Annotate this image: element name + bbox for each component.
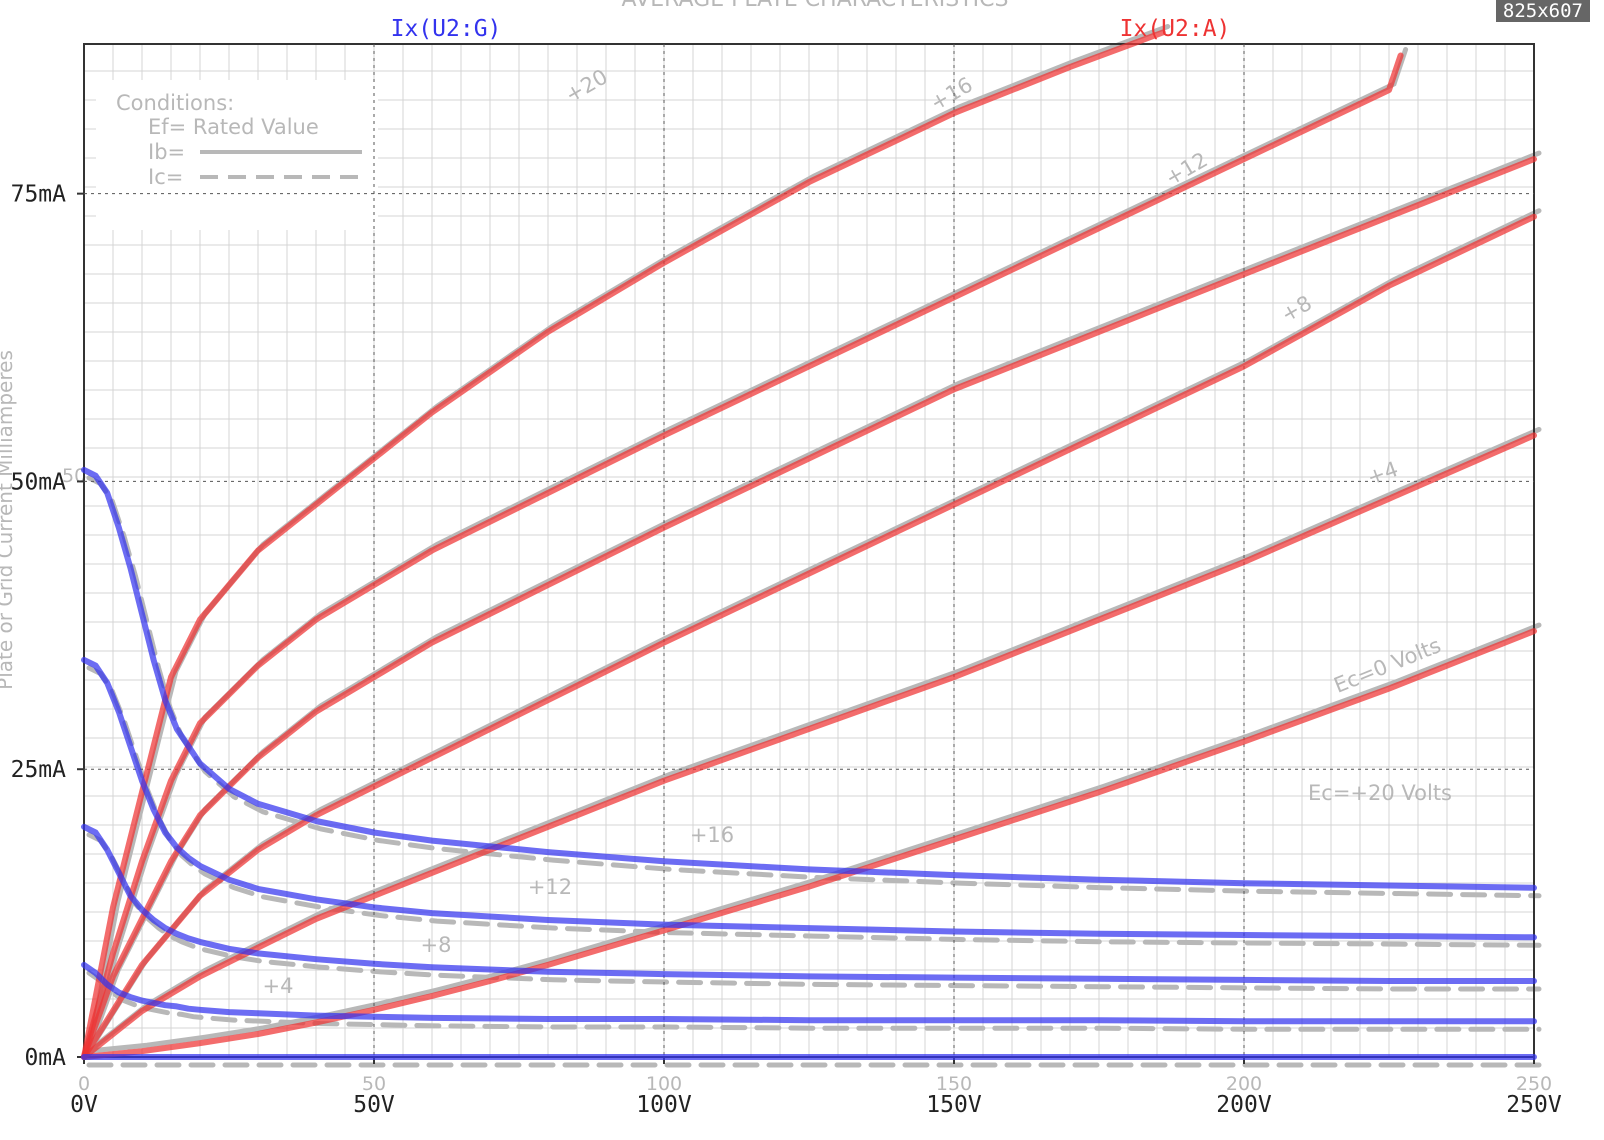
grid-current-trace-plus12 (81, 823, 1537, 984)
datasheet-plate-label: +8 (1277, 291, 1316, 327)
x-tick-label: 200V (1216, 1092, 1272, 1118)
conditions-ef: Ef= Rated Value (148, 115, 319, 139)
conditions-box (96, 80, 378, 230)
datasheet-grid-label: Ec=+20 Volts (1308, 781, 1452, 805)
datasheet-curve-grid (86, 665, 1542, 948)
datasheet-curve-anode (86, 622, 1542, 1054)
x-tick-label: 50V (353, 1092, 395, 1118)
y-tick-label: 0mA (24, 1045, 66, 1071)
datasheet-y-caption: Plate or Grid Current Milliamperes (0, 350, 17, 690)
y-tick-label: 50mA (11, 469, 67, 495)
plate-current-trace-plus20 (81, 29, 1166, 1060)
legend-plate-current: Ix(U2:A) (1120, 16, 1231, 42)
x-tick-label: 0V (70, 1092, 98, 1118)
datasheet-curve-grid (86, 970, 1542, 1032)
datasheet-title: AVERAGE PLATE CHARACTERISTICS (622, 0, 1009, 12)
datasheet-grid-label: +16 (690, 823, 734, 847)
axis-labels: 0V 50V 100V 150V 200V 250V 0mA 25mA 50mA 75mA (11, 182, 1562, 1118)
plate-current-trace-plus12 (81, 156, 1537, 1060)
datasheet-grid-label: +8 (421, 933, 452, 957)
y-tick-label: 25mA (11, 757, 67, 783)
datasheet-scale-label: 100 (646, 1073, 682, 1095)
y-tick-label: 75mA (11, 182, 67, 208)
datasheet-scale-label: 150 (936, 1073, 972, 1095)
datasheet-curve-anode (86, 150, 1542, 1054)
datasheet-scale-label: 250 (1516, 1073, 1552, 1095)
x-tick-label: 150V (926, 1092, 982, 1118)
datasheet-scale-label: 0 (78, 1073, 90, 1095)
datasheet-grid-label: +12 (528, 875, 572, 899)
conditions-ib: Ib= (148, 140, 185, 164)
x-tick-label: 250V (1506, 1092, 1562, 1118)
grid-current-trace-plus20 (81, 466, 1537, 891)
grid-current-trace-plus8 (81, 961, 1537, 1025)
grid-current-trace-plus16 (81, 656, 1537, 941)
x-tick-label: 100V (636, 1092, 692, 1118)
conditions-ic: Ic= (148, 165, 183, 189)
datasheet-curve-grid (86, 475, 1542, 899)
datasheet-scale-label: 200 (1226, 1073, 1262, 1095)
plate-current-trace-0 (81, 628, 1537, 1060)
image-size-badge: 825x607 (1495, 0, 1590, 22)
conditions-heading: Conditions: (116, 91, 234, 115)
simulation-traces (81, 29, 1537, 1060)
datasheet-grid-label: +4 (263, 974, 294, 998)
plate-current-trace-plus8 (81, 213, 1537, 1060)
legend-grid-current: Ix(U2:G) (391, 16, 502, 42)
datasheet-plate-label: +4 (1364, 457, 1401, 490)
datasheet-scale-label: 50 (362, 1073, 386, 1095)
